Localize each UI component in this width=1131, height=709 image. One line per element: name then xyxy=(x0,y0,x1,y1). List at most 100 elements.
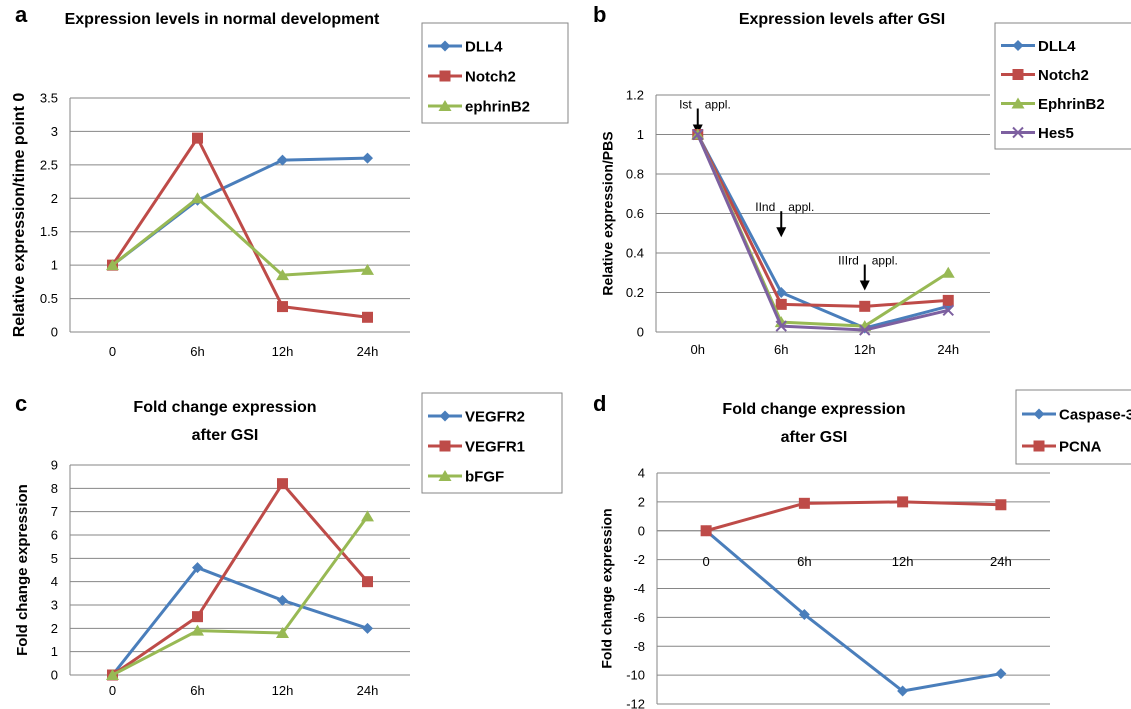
legend-swatch-marker xyxy=(438,100,452,111)
data-point xyxy=(775,320,787,332)
data-point xyxy=(362,152,373,164)
chart-title: Fold change expression xyxy=(133,399,316,416)
marker-stroke xyxy=(1012,126,1024,139)
annotation-label: Ist xyxy=(679,98,692,112)
data-point xyxy=(192,132,203,144)
data-point xyxy=(942,294,954,306)
series-line xyxy=(696,133,949,308)
series-line xyxy=(705,500,1001,533)
marker-stroke xyxy=(775,320,787,332)
legend: VEGFR2 VEGFR1 bFGF xyxy=(421,392,563,494)
y-tick-label: 0.4 xyxy=(626,246,644,261)
series-line xyxy=(696,133,949,330)
series-line xyxy=(111,515,369,677)
series-line xyxy=(111,136,368,319)
legend-label: DLL4 xyxy=(465,39,503,56)
y-tick-label: -4 xyxy=(633,581,645,596)
data-point xyxy=(277,154,288,166)
data-point xyxy=(798,608,810,620)
x-tick-label: 6h xyxy=(190,683,204,698)
series-Notch2 xyxy=(692,129,954,312)
chart-panel-a: a Expression levels in normal development… xyxy=(11,2,569,359)
data-point xyxy=(941,266,955,278)
panel-letter: b xyxy=(593,2,606,27)
series-VEGFR1 xyxy=(107,478,373,681)
y-axis-label: Relative expression/time point 0 xyxy=(11,93,28,338)
legend-swatch-marker xyxy=(1012,126,1024,139)
data-point xyxy=(106,669,119,680)
legend-swatch-marker xyxy=(1011,97,1025,109)
data-point xyxy=(191,624,204,636)
y-tick-label: 0 xyxy=(638,523,645,538)
series-Caspase-3 xyxy=(700,525,1007,697)
marker-stroke xyxy=(692,128,704,141)
y-tick-label: 7 xyxy=(51,504,58,519)
data-point xyxy=(361,510,374,522)
annotation-label: appl. xyxy=(788,200,814,214)
marker-stroke xyxy=(942,304,954,316)
data-point xyxy=(897,496,909,508)
series-PCNA xyxy=(700,496,1007,537)
chart-title: after GSI xyxy=(781,429,848,446)
y-axis-label: Relative expression/PBS xyxy=(600,131,616,295)
x-tick-label: 12h xyxy=(272,683,294,698)
series-line xyxy=(111,482,369,677)
x-tick-label: 0 xyxy=(703,554,710,569)
legend-swatch-marker xyxy=(1033,408,1045,420)
data-point xyxy=(191,192,204,204)
legend-swatch-marker xyxy=(439,440,451,452)
legend-swatch-marker xyxy=(439,410,451,422)
series-EphrinB2 xyxy=(691,128,955,332)
data-point xyxy=(774,316,788,328)
data-point xyxy=(277,478,288,490)
legend-label: Notch2 xyxy=(465,69,516,86)
data-point xyxy=(692,128,704,141)
legend-label: Notch2 xyxy=(1038,67,1089,84)
data-point xyxy=(361,263,374,275)
legend: DLL4 Notch2 EphrinB2 Hes5 xyxy=(994,22,1131,150)
panel-letter: c xyxy=(15,391,27,416)
data-point xyxy=(995,668,1007,680)
data-point xyxy=(859,324,871,336)
y-tick-label: -8 xyxy=(633,639,645,654)
series-line xyxy=(696,133,950,328)
data-point xyxy=(192,562,203,574)
application-annotation: IIIrd appl. xyxy=(838,254,898,291)
series-line xyxy=(696,133,949,332)
y-tick-label: -6 xyxy=(633,610,645,625)
y-tick-label: 0.8 xyxy=(626,167,644,182)
y-tick-label: 0.6 xyxy=(626,206,644,221)
legend-label: bFGF xyxy=(465,469,504,486)
x-tick-label: 24h xyxy=(357,683,379,698)
x-tick-label: 24h xyxy=(357,344,379,359)
panel-letter: d xyxy=(593,391,606,416)
x-tick-label: 0h xyxy=(691,342,705,357)
y-tick-label: 0 xyxy=(637,325,644,340)
arrow-head xyxy=(776,227,787,238)
legend-label: PCNA xyxy=(1059,439,1102,456)
y-tick-label: 2 xyxy=(638,494,645,509)
y-tick-label: 0 xyxy=(51,668,58,683)
y-tick-label: 0.5 xyxy=(40,291,58,306)
series-Notch2 xyxy=(107,132,373,323)
series-line xyxy=(111,156,368,267)
x-tick-label: 0 xyxy=(109,344,116,359)
series-line xyxy=(705,529,1002,693)
y-axis-label: Fold change expression xyxy=(14,484,31,656)
data-point xyxy=(775,298,787,310)
y-tick-label: 6 xyxy=(51,528,58,543)
x-tick-label: 0 xyxy=(109,683,116,698)
chart-title: after GSI xyxy=(192,427,259,444)
series-line xyxy=(111,566,368,676)
annotation-label: appl. xyxy=(872,254,898,268)
y-tick-label: 2 xyxy=(51,191,58,206)
legend-swatch-marker xyxy=(1012,40,1024,51)
y-tick-label: 3 xyxy=(51,124,58,139)
chart-title: Fold change expression xyxy=(722,401,905,418)
data-point xyxy=(942,304,954,316)
data-point xyxy=(859,300,871,312)
data-point xyxy=(106,259,119,271)
legend-label: EphrinB2 xyxy=(1038,96,1105,113)
legend-label: DLL4 xyxy=(1038,38,1076,55)
legend-label: VEGFR2 xyxy=(465,409,525,426)
